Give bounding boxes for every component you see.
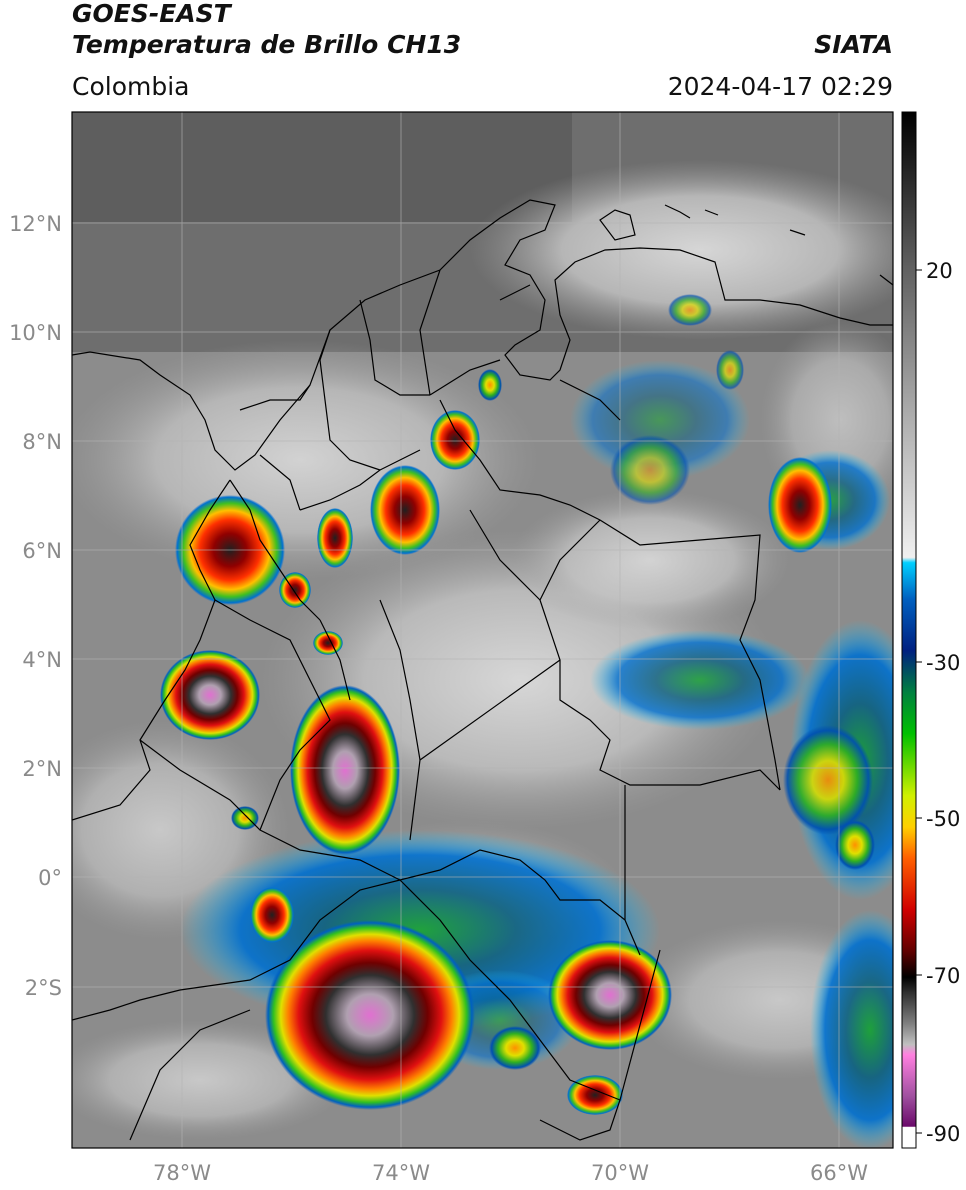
lon-label: 66°W [810, 1161, 868, 1185]
map-panel [72, 112, 893, 1148]
longitude-labels: 78°W 74°W 70°W 66°W [153, 1161, 868, 1185]
colorbar-tick-label: -30 [926, 651, 960, 675]
latitude-labels: 12°N 10°N 8°N 6°N 4°N 2°N 0° 2°S [9, 212, 62, 1000]
colorbar: 20 -30 -50 -70 -90 [901, 111, 960, 1149]
colorbar-tick-label: -90 [926, 1122, 960, 1146]
lat-label: 12°N [9, 212, 62, 236]
lon-label: 74°W [372, 1161, 430, 1185]
colorbar-tick-label: -70 [926, 964, 960, 988]
lat-label: 10°N [9, 321, 62, 345]
lat-label: 0° [38, 866, 62, 890]
lat-label: 4°N [22, 648, 62, 672]
lat-label: 2°N [22, 757, 62, 781]
graticule [72, 112, 893, 1148]
borders [72, 199, 893, 1141]
region-label: Colombia [72, 72, 190, 101]
lon-label: 70°W [591, 1161, 649, 1185]
colorbar-tick-label: -50 [926, 807, 960, 831]
lon-label: 78°W [153, 1161, 211, 1185]
colorbar-tick-label: 20 [926, 259, 953, 283]
agency-label: SIATA [814, 30, 893, 59]
lat-label: 6°N [22, 539, 62, 563]
lat-label: 8°N [22, 430, 62, 454]
satellite-title: GOES-EAST [72, 0, 231, 28]
product-title: Temperatura de Brillo CH13 [72, 30, 462, 59]
timestamp-label: 2024-04-17 02:29 [667, 72, 893, 101]
lat-label: 2°S [25, 976, 62, 1000]
